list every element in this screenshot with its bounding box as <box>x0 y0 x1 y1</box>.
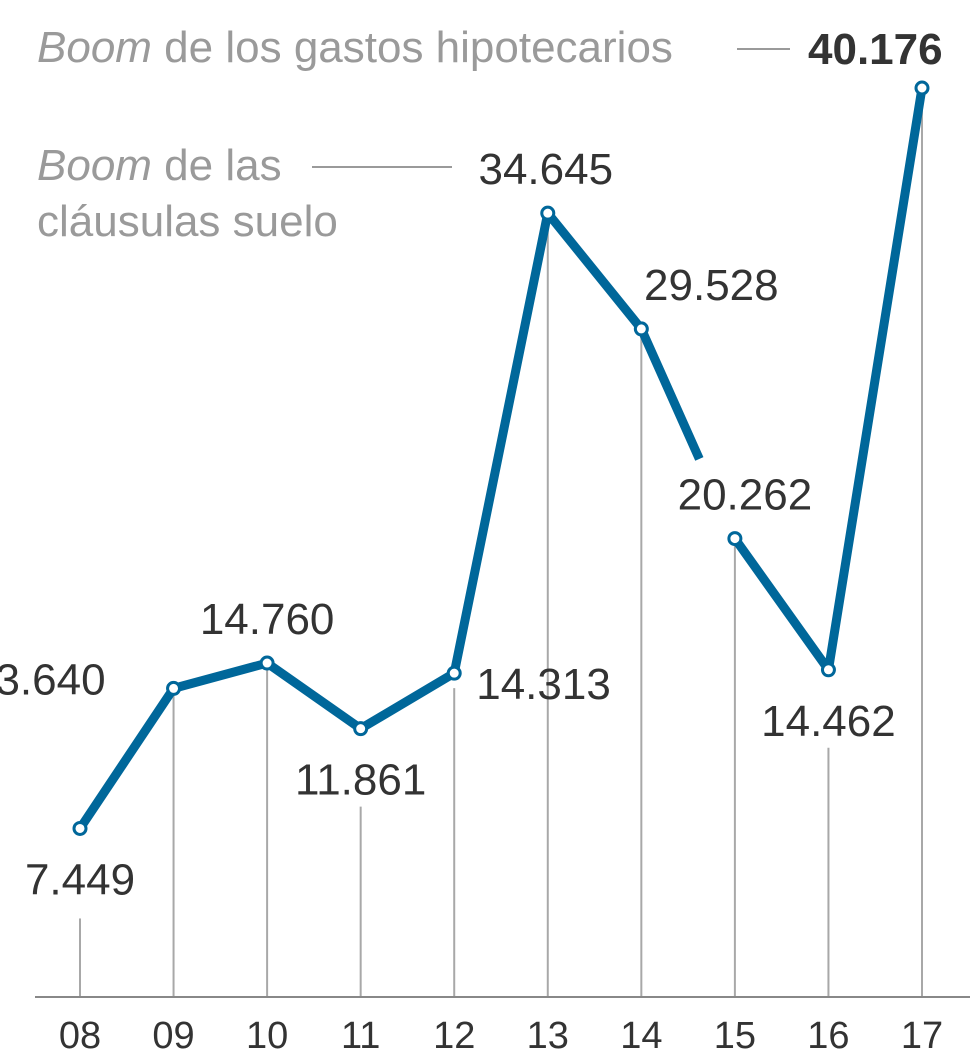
x-tick-10: 10 <box>246 1015 288 1057</box>
data-point-13 <box>540 205 556 221</box>
data-label-11: 11.861 <box>295 756 426 805</box>
data-point-12 <box>446 665 462 681</box>
data-point-11 <box>353 721 369 737</box>
x-tick-17: 17 <box>901 1015 943 1057</box>
series-segment-2 <box>731 87 927 675</box>
x-tick-labels: 08 09 10 11 12 13 14 15 16 17 <box>59 1015 943 1057</box>
annotation-1-value: 40.176 <box>808 25 943 74</box>
annotation-2-text: de las <box>152 141 282 190</box>
x-tick-13: 13 <box>527 1015 569 1057</box>
x-tick-14: 14 <box>620 1015 662 1057</box>
data-point-08 <box>72 820 88 836</box>
annotation-mortgage-costs: Boom de los gastos hipotecarios 40.176 <box>37 23 943 74</box>
data-point-10 <box>259 655 275 671</box>
data-point-14 <box>633 321 649 337</box>
x-tick-08: 08 <box>59 1015 101 1057</box>
data-label-09: 13.640 <box>0 655 106 704</box>
data-label-12: 14.313 <box>476 660 611 709</box>
data-label-14: 29.528 <box>644 261 779 310</box>
data-label-08: 7.449 <box>25 855 135 904</box>
annotation-2-emphasis: Boom <box>37 141 152 190</box>
data-point-17 <box>914 80 930 96</box>
x-tick-11: 11 <box>341 1015 380 1057</box>
data-label-13: 34.645 <box>478 145 613 194</box>
annotation-1-text: de los gastos hipotecarios <box>152 23 673 72</box>
annotation-floor-clauses: Boom de las cláusulas suelo <box>37 141 452 246</box>
svg-text:Boom de los gastos hipotecario: Boom de los gastos hipotecarios <box>37 23 673 72</box>
data-point-09 <box>166 680 182 696</box>
annotation-2-text-line2: cláusulas suelo <box>37 197 338 246</box>
annotation-1-emphasis: Boom <box>37 23 152 72</box>
x-tick-16: 16 <box>807 1015 849 1057</box>
data-label-16: 14.462 <box>761 697 896 746</box>
svg-text:Boom de las: Boom de las <box>37 141 282 190</box>
x-tick-15: 15 <box>714 1015 756 1057</box>
drop-lines <box>79 88 923 997</box>
data-label-10: 14.760 <box>200 595 335 644</box>
x-tick-12: 12 <box>433 1015 475 1057</box>
data-point-16 <box>820 662 836 678</box>
data-points <box>72 80 930 836</box>
data-label-15: 20.262 <box>678 471 813 520</box>
x-tick-09: 09 <box>152 1015 194 1057</box>
series-segment-1 <box>76 208 704 831</box>
data-point-15 <box>727 531 743 547</box>
data-labels: 7.449 13.640 14.760 11.861 14.313 34.645 29.52… <box>0 145 896 904</box>
